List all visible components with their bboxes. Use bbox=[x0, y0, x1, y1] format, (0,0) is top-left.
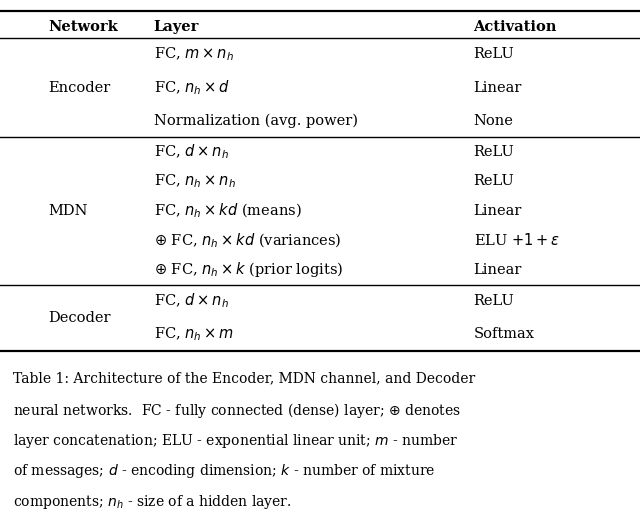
Text: FC, $n_h \times kd$ (means): FC, $n_h \times kd$ (means) bbox=[154, 202, 301, 220]
Text: FC, $d \times n_h$: FC, $d \times n_h$ bbox=[154, 143, 228, 161]
Text: of messages; $d$ - encoding dimension; $k$ - number of mixture: of messages; $d$ - encoding dimension; $… bbox=[13, 462, 435, 480]
Text: Network: Network bbox=[48, 21, 118, 34]
Text: Layer: Layer bbox=[154, 21, 199, 34]
Text: Linear: Linear bbox=[474, 80, 522, 95]
Text: components; $n_h$ - size of a hidden layer.: components; $n_h$ - size of a hidden lay… bbox=[13, 493, 291, 511]
Text: Normalization (avg. power): Normalization (avg. power) bbox=[154, 114, 358, 128]
Text: FC, $d \times n_h$: FC, $d \times n_h$ bbox=[154, 292, 228, 310]
Text: Softmax: Softmax bbox=[474, 327, 534, 341]
Text: ReLU: ReLU bbox=[474, 175, 515, 188]
Text: Decoder: Decoder bbox=[48, 311, 111, 325]
Text: layer concatenation; ELU - exponential linear unit; $m$ - number: layer concatenation; ELU - exponential l… bbox=[13, 432, 458, 450]
Text: ReLU: ReLU bbox=[474, 294, 515, 308]
Text: FC, $n_h \times d$: FC, $n_h \times d$ bbox=[154, 78, 230, 97]
Text: MDN: MDN bbox=[48, 204, 88, 218]
Text: neural networks.  FC - fully connected (dense) layer; $\oplus$ denotes: neural networks. FC - fully connected (d… bbox=[13, 401, 461, 420]
Text: Activation: Activation bbox=[474, 21, 557, 34]
Text: FC, $m \times n_h$: FC, $m \times n_h$ bbox=[154, 46, 234, 63]
Text: $\oplus$ FC, $n_h \times k$ (prior logits): $\oplus$ FC, $n_h \times k$ (prior logit… bbox=[154, 260, 343, 279]
Text: Encoder: Encoder bbox=[48, 80, 110, 95]
Text: ReLU: ReLU bbox=[474, 145, 515, 159]
Text: Table 1: Architecture of the Encoder, MDN channel, and Decoder: Table 1: Architecture of the Encoder, MD… bbox=[13, 371, 475, 385]
Text: FC, $n_h \times n_h$: FC, $n_h \times n_h$ bbox=[154, 173, 236, 190]
Text: ELU $+ 1 + \epsilon$: ELU $+ 1 + \epsilon$ bbox=[474, 232, 560, 248]
Text: None: None bbox=[474, 114, 513, 128]
Text: Linear: Linear bbox=[474, 263, 522, 277]
Text: ReLU: ReLU bbox=[474, 47, 515, 62]
Text: FC, $n_h \times m$: FC, $n_h \times m$ bbox=[154, 326, 234, 343]
Text: $\oplus$ FC, $n_h \times kd$ (variances): $\oplus$ FC, $n_h \times kd$ (variances) bbox=[154, 231, 341, 249]
Text: Linear: Linear bbox=[474, 204, 522, 218]
